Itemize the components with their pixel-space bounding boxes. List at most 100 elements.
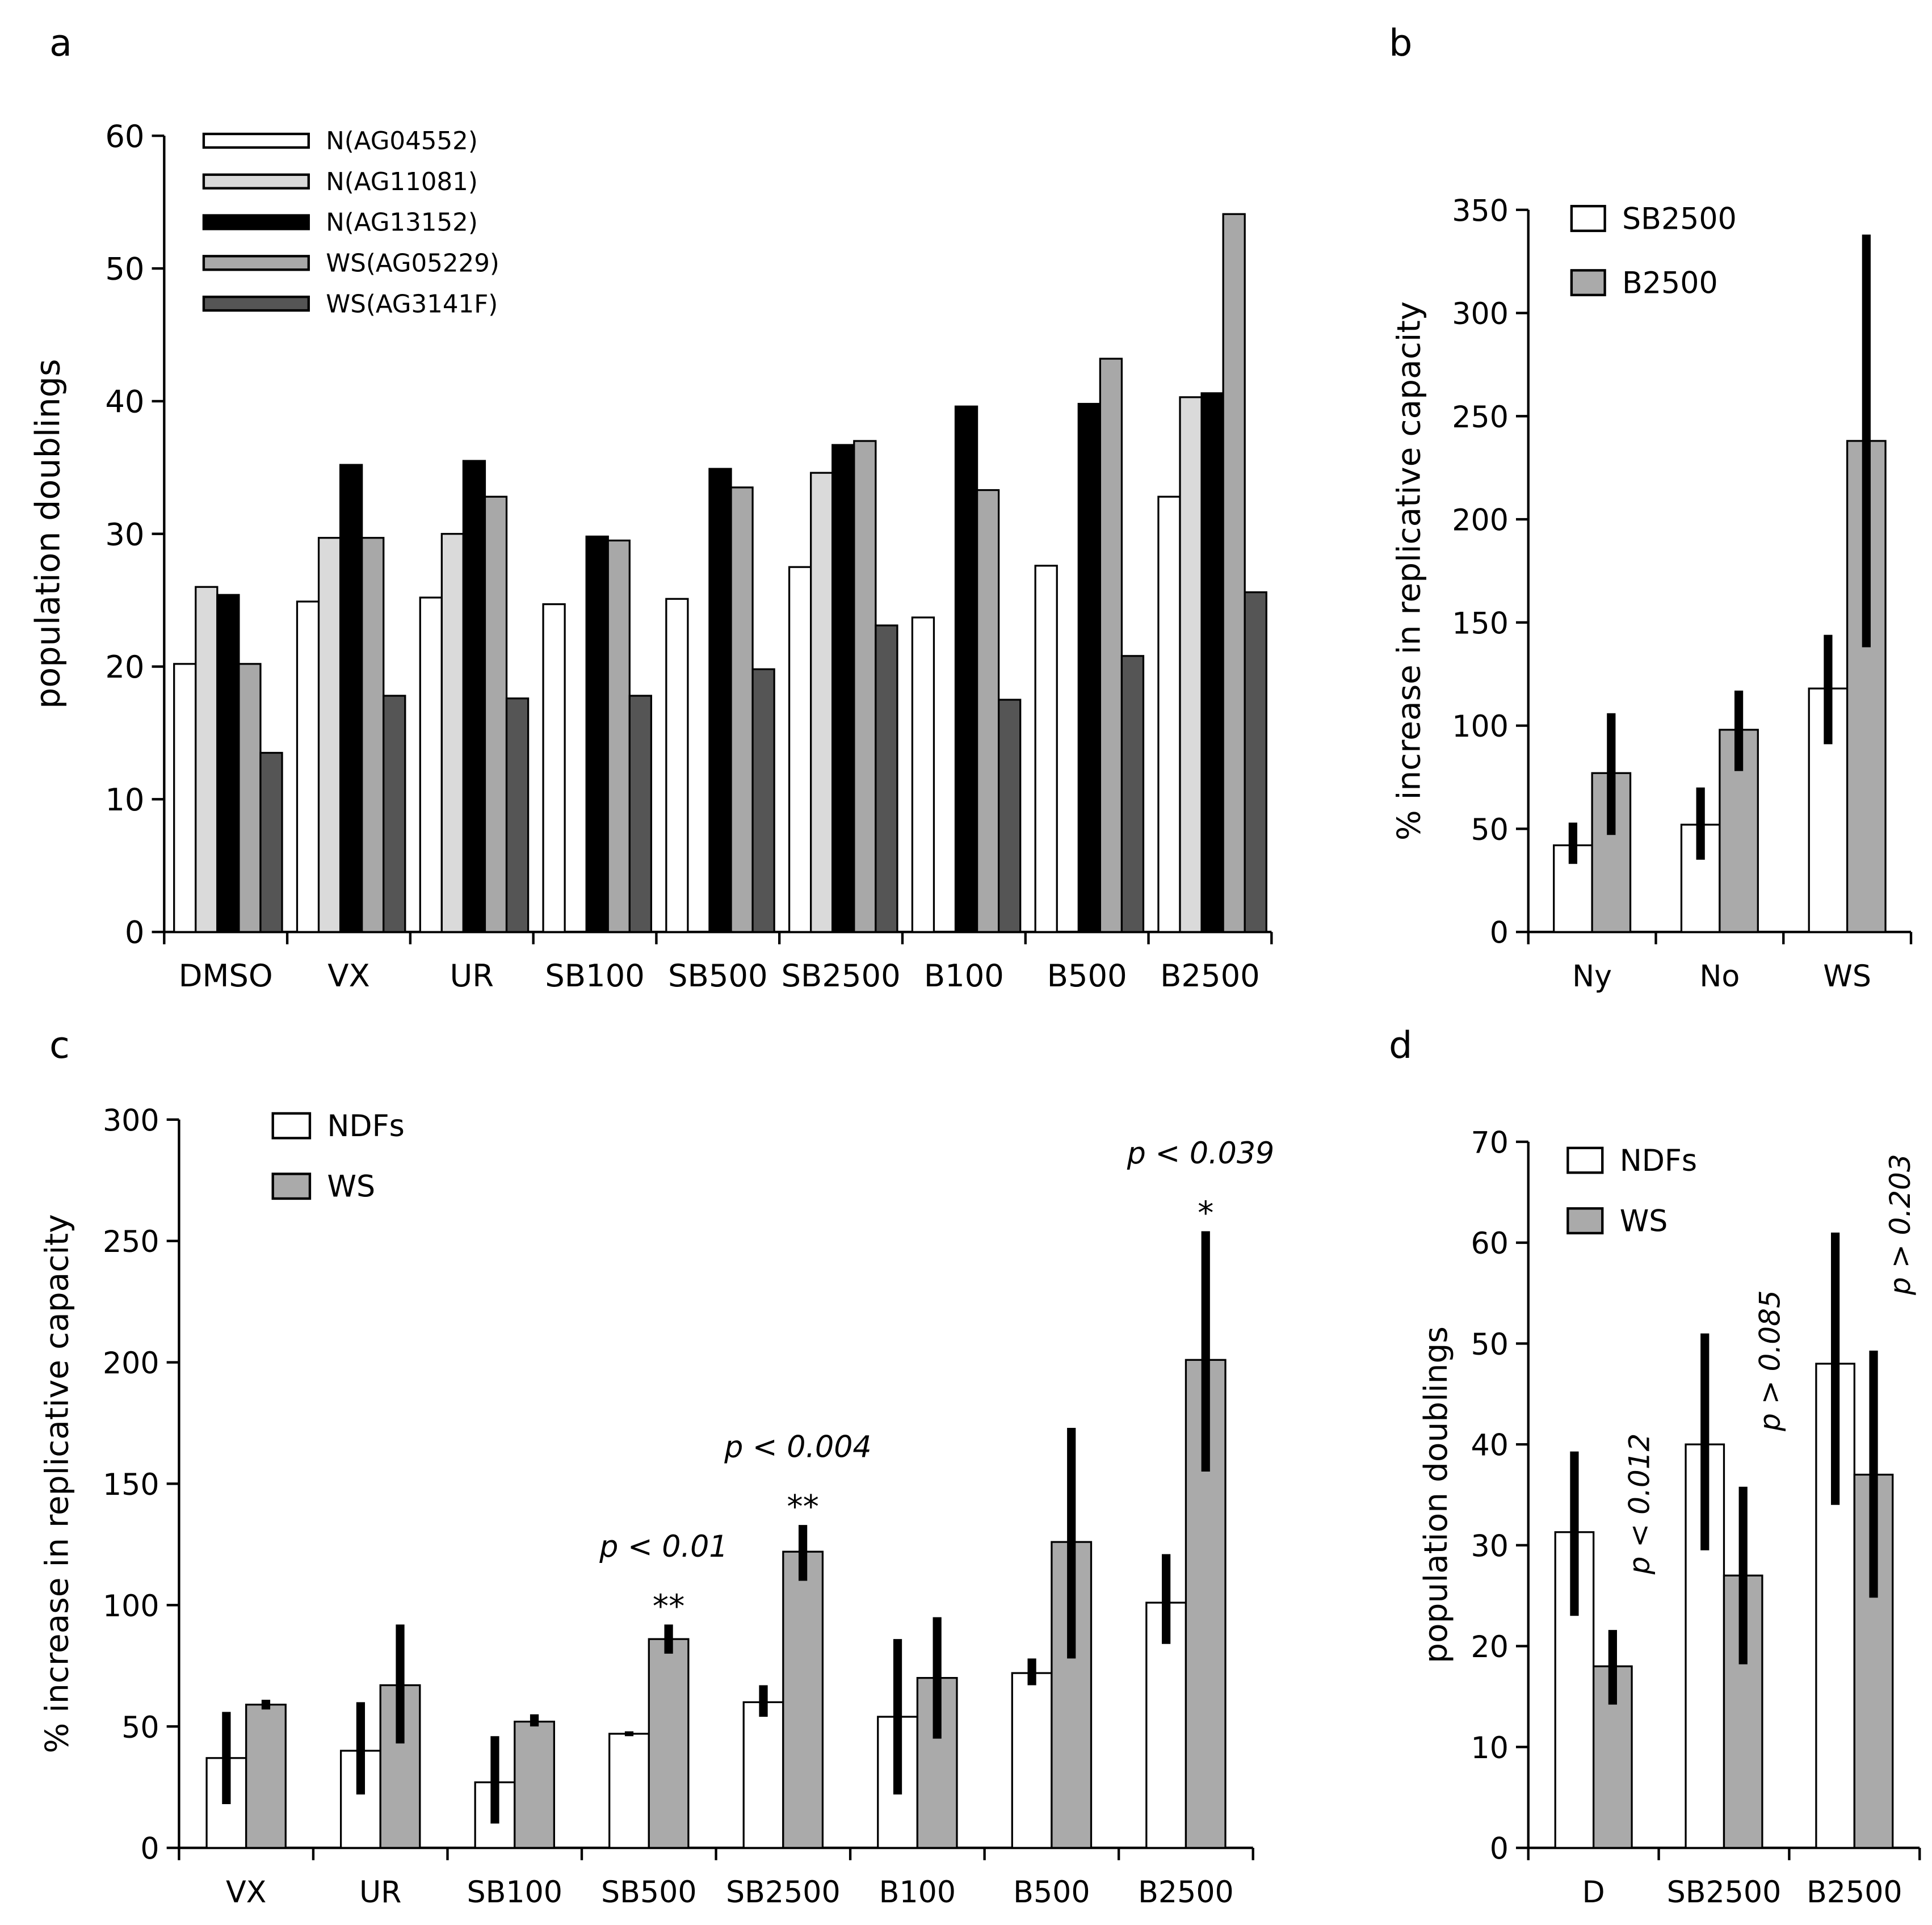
y-tick-label: 200 [1452, 504, 1509, 538]
y-tick-label: 50 [121, 1711, 159, 1745]
legend-swatch [271, 1112, 312, 1140]
legend: NDFs WS [271, 1109, 405, 1204]
bar-a-nag13152 [1200, 392, 1224, 933]
panel-label: a [49, 22, 72, 65]
legend-label: WS(AG05229) [326, 250, 499, 278]
panel-label: c [49, 1024, 70, 1067]
p-value-annotation: p < 0.039 [1127, 1137, 1274, 1171]
bar-c-ws [514, 1720, 555, 1849]
x-tick-label: SB2500 [782, 958, 901, 994]
p-value-annotation: p < 0.01 [599, 1530, 728, 1564]
x-tick-label: B2500 [1160, 958, 1260, 994]
legend-swatch [1570, 205, 1606, 232]
bar-a-wsag3141f [259, 751, 283, 933]
y-tick-label: 30 [1471, 1529, 1509, 1563]
x-tick-label: SB2500 [726, 1876, 841, 1910]
y-tick-label: 40 [105, 384, 144, 419]
y-tick-label: 0 [1490, 1832, 1509, 1867]
y-tick-label: 20 [105, 649, 144, 685]
legend-swatch [1566, 1207, 1604, 1235]
bar-a-wsag05229 [484, 495, 508, 933]
panel-d: d 0 10 20 30 40 50 60 70 population doublings D SB2… [1389, 1024, 1921, 1910]
x-tick-label: No [1699, 960, 1740, 994]
y-tick-label: 150 [103, 1468, 159, 1502]
bar-a-wsag05229 [730, 486, 754, 933]
bar-a-wsag3141f [1120, 655, 1145, 933]
x-tick-label: UR [450, 958, 494, 994]
x-tick-label: D [1582, 1876, 1605, 1910]
bar-a-wsag3141f [505, 697, 530, 933]
y-tick-label: 100 [1452, 710, 1509, 744]
y-tick-label: 0 [1490, 917, 1509, 951]
bar-a-nag13152 [831, 444, 855, 933]
legend: NDFs WS [1566, 1144, 1697, 1238]
bar-a-nag13152 [708, 468, 732, 933]
x-tick-label: UR [359, 1876, 401, 1910]
panel-b: b 0 50 100 150 200 250 300 350 % increase in repl… [1389, 22, 1913, 994]
p-value-annotation: p < 0.004 [724, 1431, 871, 1465]
x-tick-label: B100 [924, 958, 1004, 994]
legend-label: N(AG04552) [326, 127, 478, 155]
bar-a-nag04552 [419, 596, 443, 933]
y-axis-label: population doublings [1418, 1326, 1455, 1663]
y-tick-label: 250 [1452, 401, 1509, 435]
y-tick-label: 300 [103, 1104, 159, 1138]
bar-a-wsag05229 [1222, 213, 1246, 933]
legend-label: WS [1620, 1204, 1668, 1238]
y-axis-label: % increase in replicative capacity [1391, 301, 1427, 840]
y-tick-label: 50 [105, 251, 144, 287]
legend-label: WS(AG3141F) [326, 290, 498, 318]
y-axis-label: % increase in replicative capacity [39, 1214, 76, 1753]
bar-a-nag13152 [585, 535, 609, 933]
y-tick-label: 60 [105, 119, 144, 154]
bar-a-nag04552 [665, 598, 689, 933]
bar-a-nag11081 [1179, 396, 1203, 933]
y-tick-label: 20 [1471, 1630, 1509, 1665]
bar-a-wsag3141f [1244, 591, 1267, 933]
bar-a-wsag3141f [628, 695, 652, 933]
bar-c-ndfs [1011, 1672, 1053, 1849]
bar-a-wsag3141f [875, 624, 898, 933]
bar-a-nag13152 [954, 405, 978, 933]
bar-a-nag04552 [542, 603, 566, 933]
y-tick-label: 30 [105, 516, 144, 552]
legend-label: N(AG13152) [326, 209, 478, 237]
significance-stars: ** [787, 1489, 819, 1525]
bar-c-ndfs [608, 1733, 650, 1849]
bar-a-nag13152 [462, 460, 486, 933]
bar-b-b2500 [1591, 772, 1632, 933]
bar-a-nag04552 [1157, 495, 1181, 933]
legend-label: WS [327, 1170, 375, 1204]
legend-label: NDFs [1620, 1144, 1697, 1178]
bar-c-ws [782, 1550, 824, 1849]
legend-swatch [202, 173, 310, 190]
y-tick-label: 70 [1471, 1127, 1509, 1161]
y-tick-label: 300 [1452, 297, 1509, 331]
significance-stars: * [1198, 1195, 1213, 1232]
y-tick-label: 10 [1471, 1731, 1509, 1766]
bar-a-nag04552 [1034, 565, 1058, 933]
y-tick-label: 50 [1471, 813, 1509, 847]
bar-a-wsag3141f [998, 699, 1022, 933]
legend-label: B2500 [1622, 266, 1718, 300]
bar-c-ndfs [742, 1701, 784, 1849]
legend-swatch [202, 214, 310, 230]
legend-label: NDFs [327, 1109, 404, 1144]
x-tick-label: SB500 [668, 958, 768, 994]
x-tick-label: SB100 [545, 958, 645, 994]
panel-c: c 0 50 100 150 200 250 300 % increase in replica… [39, 1024, 1275, 1910]
x-tick-label: DMSO [179, 958, 273, 994]
bar-a-nag04552 [296, 600, 320, 933]
bar-a-nag11081 [810, 472, 834, 933]
legend-swatch [1570, 269, 1606, 297]
x-tick-label: B2500 [1807, 1876, 1902, 1910]
x-tick-label: B500 [1047, 958, 1127, 994]
y-tick-label: 0 [125, 915, 145, 951]
panel-label: d [1389, 1024, 1412, 1067]
y-axis-label: population doublings [28, 359, 67, 709]
legend-swatch [202, 255, 310, 271]
x-tick-label: B500 [1013, 1876, 1090, 1910]
bar-c-ws [648, 1638, 690, 1849]
x-tick-label: B100 [879, 1876, 956, 1910]
y-tick-label: 200 [103, 1347, 159, 1381]
